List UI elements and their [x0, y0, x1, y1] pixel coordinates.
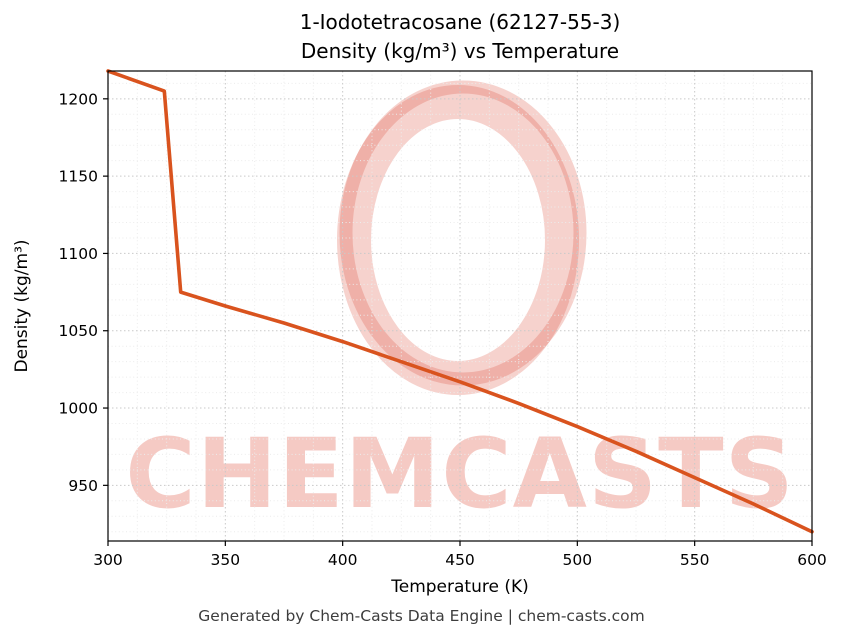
- chart-title-line1: 1-Iodotetracosane (62127-55-3): [299, 10, 621, 34]
- chart-title-line2: Density (kg/m³) vs Temperature: [300, 39, 620, 63]
- logo-ring-outer: [337, 85, 579, 395]
- tick-labels: 300 350 400 450 500 550 600 950 1000 1050 1100 1150…: [59, 90, 827, 569]
- chart-title-block: 1-Iodotetracosane (62127-55-3) Density (…: [108, 8, 812, 66]
- x-axis-label: Temperature (K): [390, 577, 529, 597]
- plot-frame: [107, 70, 813, 542]
- major-gridlines: [107, 71, 813, 541]
- y-axis-label: Density (kg/m³): [12, 239, 32, 372]
- y-tick-label: 1150: [59, 168, 98, 186]
- x-tick-label: 600: [797, 551, 827, 569]
- y-tick-label: 1100: [59, 245, 98, 263]
- minor-gridlines: [108, 71, 812, 541]
- y-tick-label: 950: [68, 477, 98, 495]
- x-tick-label: 350: [211, 551, 241, 569]
- density-line: [106, 69, 814, 534]
- footer-attribution: Generated by Chem-Casts Data Engine | ch…: [198, 607, 645, 625]
- axis-ticks: [103, 98, 813, 546]
- y-tick-label: 1000: [59, 400, 98, 418]
- x-tick-label: 400: [328, 551, 358, 569]
- y-tick-label: 1050: [59, 322, 98, 340]
- logo-ring-inner: [339, 80, 587, 386]
- x-tick-label: 550: [680, 551, 710, 569]
- x-tick-label: 300: [93, 551, 123, 569]
- x-tick-label: 450: [445, 551, 475, 569]
- x-tick-label: 500: [563, 551, 593, 569]
- y-tick-label: 1200: [59, 90, 98, 108]
